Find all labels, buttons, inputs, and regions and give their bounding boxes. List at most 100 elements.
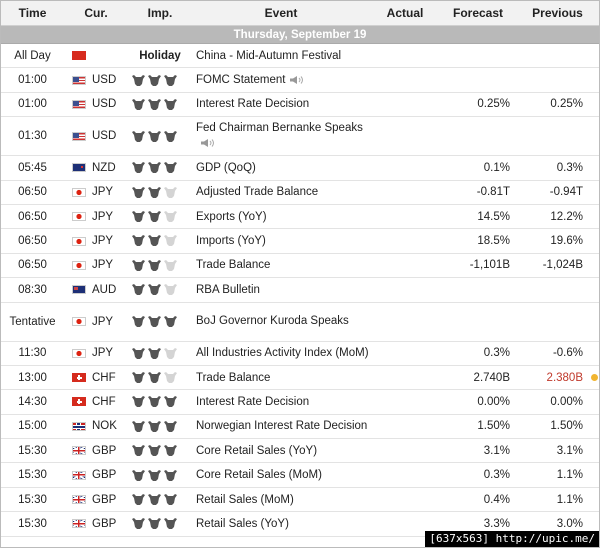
forecast-cell — [440, 277, 516, 303]
table-row[interactable]: 01:00 USD FOMC Statement — [1, 67, 599, 93]
importance-cell — [128, 414, 192, 440]
time-cell: 14:30 — [1, 389, 64, 415]
event-name[interactable]: FOMC Statement — [196, 74, 286, 87]
event-name[interactable]: Trade Balance — [196, 259, 271, 272]
event-cell[interactable]: China - Mid-Autumn Festival — [192, 43, 370, 69]
event-cell[interactable]: Trade Balance — [192, 365, 370, 391]
table-row[interactable]: 08:30 AUD RBA Bulletin — [1, 277, 599, 303]
event-cell[interactable]: Adjusted Trade Balance — [192, 180, 370, 205]
event-cell[interactable]: All Industries Activity Index (MoM) — [192, 341, 370, 366]
importance-cell — [128, 277, 192, 303]
flag-ch-icon — [72, 373, 86, 383]
time-cell: 06:50 — [1, 253, 64, 279]
importance-header[interactable]: Imp. — [128, 1, 192, 26]
indicator-cell — [589, 389, 599, 415]
event-name[interactable]: Imports (YoY) — [196, 235, 266, 248]
actual-cell — [370, 43, 440, 69]
event-cell[interactable]: Imports (YoY) — [192, 228, 370, 254]
forecast-cell: 0.00% — [440, 389, 516, 415]
event-name[interactable]: All Industries Activity Index (MoM) — [196, 347, 369, 360]
table-row[interactable]: 15:30 GBP Retail Sales (MoM) 0.4% 1.1% — [1, 487, 599, 513]
event-cell[interactable]: RBA Bulletin — [192, 277, 370, 303]
previous-cell: -1,024B — [516, 253, 589, 279]
event-name[interactable]: RBA Bulletin — [196, 283, 260, 296]
indicator-cell — [589, 116, 599, 157]
previous-header[interactable]: Previous — [516, 1, 599, 26]
table-row[interactable]: 05:45 NZD GDP (QoQ) 0.1% 0.3% — [1, 155, 599, 181]
time-header[interactable]: Time — [1, 1, 64, 26]
table-row[interactable]: All Day Holiday China - Mid-Autumn Festiva… — [1, 43, 599, 69]
currency-code: JPY — [92, 235, 114, 248]
event-name[interactable]: Norwegian Interest Rate Decision — [196, 420, 368, 433]
bull-icon-filled — [148, 235, 161, 247]
table-row[interactable]: 06:50 JPY Imports (YoY) 18.5% 19.6% — [1, 228, 599, 254]
currency-code: GBP — [92, 444, 117, 457]
event-name[interactable]: Interest Rate Decision — [196, 98, 310, 111]
bull-icon-filled — [132, 211, 145, 223]
currency-cell: GBP — [64, 438, 128, 464]
table-row[interactable]: 01:30 USD Fed Chairman Bernanke Speaks — [1, 116, 599, 157]
flag-gb-icon — [72, 519, 86, 529]
forecast-cell: 0.1% — [440, 155, 516, 181]
event-cell[interactable]: Retail Sales (YoY) — [192, 511, 370, 537]
event-cell[interactable]: Core Retail Sales (MoM) — [192, 462, 370, 488]
table-row[interactable]: 06:50 JPY Trade Balance -1,101B -1,024B — [1, 253, 599, 279]
event-name[interactable]: Interest Rate Decision — [196, 395, 310, 408]
event-name[interactable]: Core Retail Sales (MoM) — [196, 469, 322, 482]
event-name[interactable]: Core Retail Sales (YoY) — [196, 444, 318, 457]
event-cell[interactable]: Core Retail Sales (YoY) — [192, 438, 370, 464]
flag-jp-icon — [72, 212, 86, 222]
table-row[interactable]: 15:30 GBP Retail Sales (YoY) 3.3% 3.0% — [1, 511, 599, 537]
event-cell[interactable]: Fed Chairman Bernanke Speaks — [192, 116, 370, 157]
event-name[interactable]: Exports (YoY) — [196, 210, 267, 223]
table-row[interactable]: 06:50 JPY Adjusted Trade Balance -0.81T -0.9… — [1, 180, 599, 205]
table-row[interactable]: 13:00 CHF Trade Balance 2.740B 2.380B — [1, 365, 599, 391]
bull-icon-filled — [164, 518, 177, 530]
indicator-cell — [589, 204, 599, 230]
event-cell[interactable]: Trade Balance — [192, 253, 370, 279]
event-header[interactable]: Event — [192, 1, 370, 26]
previous-cell — [516, 277, 589, 303]
event-cell[interactable]: Retail Sales (MoM) — [192, 487, 370, 513]
event-cell[interactable]: FOMC Statement — [192, 67, 370, 93]
previous-cell: 0.00% — [516, 389, 589, 415]
event-cell[interactable]: Interest Rate Decision — [192, 92, 370, 118]
event-name[interactable]: China - Mid-Autumn Festival — [196, 49, 342, 62]
event-cell[interactable]: Norwegian Interest Rate Decision — [192, 414, 370, 440]
speaker-icon — [290, 76, 304, 85]
event-name[interactable]: Retail Sales (MoM) — [196, 493, 294, 506]
actual-header[interactable]: Actual — [370, 1, 440, 26]
actual-cell — [370, 389, 440, 415]
indicator-cell — [589, 365, 599, 391]
event-name[interactable]: Fed Chairman Bernanke Speaks — [196, 122, 363, 135]
time-cell: 15:30 — [1, 487, 64, 513]
currency-header[interactable]: Cur. — [64, 1, 128, 26]
event-cell[interactable]: BoJ Governor Kuroda Speaks — [192, 302, 370, 342]
table-row[interactable]: 14:30 CHF Interest Rate Decision 0.00% 0.00% — [1, 389, 599, 415]
event-cell[interactable]: Exports (YoY) — [192, 204, 370, 230]
event-name[interactable]: Retail Sales (YoY) — [196, 517, 289, 530]
table-row[interactable]: 15:30 GBP Core Retail Sales (MoM) 0.3% 1.1% — [1, 462, 599, 488]
table-row[interactable]: 15:30 GBP Core Retail Sales (YoY) 3.1% 3.1% — [1, 438, 599, 464]
event-cell[interactable]: Interest Rate Decision — [192, 389, 370, 415]
forecast-header[interactable]: Forecast — [440, 1, 516, 26]
importance-rating — [132, 74, 180, 86]
table-row[interactable]: Tentative JPY BoJ Governor Kuroda Speaks — [1, 302, 599, 342]
bull-icon-filled — [132, 162, 145, 174]
indicator-cell — [589, 277, 599, 303]
time-cell: 01:30 — [1, 116, 64, 157]
importance-cell — [128, 438, 192, 464]
bull-icon-filled — [164, 396, 177, 408]
table-row[interactable]: 01:00 USD Interest Rate Decision 0.25% 0.25% — [1, 92, 599, 118]
event-name[interactable]: BoJ Governor Kuroda Speaks — [196, 315, 349, 328]
event-name[interactable]: Trade Balance — [196, 371, 271, 384]
table-row[interactable]: 06:50 JPY Exports (YoY) 14.5% 12.2% — [1, 204, 599, 230]
forecast-cell: 14.5% — [440, 204, 516, 230]
bull-icon-empty — [164, 372, 177, 384]
table-row[interactable]: 11:30 JPY All Industries Activity Index (M… — [1, 341, 599, 366]
event-name[interactable]: GDP (QoQ) — [196, 161, 256, 174]
table-row[interactable]: 15:00 NOK Norwegian Interest Rate Decision… — [1, 414, 599, 440]
event-cell[interactable]: GDP (QoQ) — [192, 155, 370, 181]
importance-cell — [128, 253, 192, 279]
event-name[interactable]: Adjusted Trade Balance — [196, 186, 319, 199]
